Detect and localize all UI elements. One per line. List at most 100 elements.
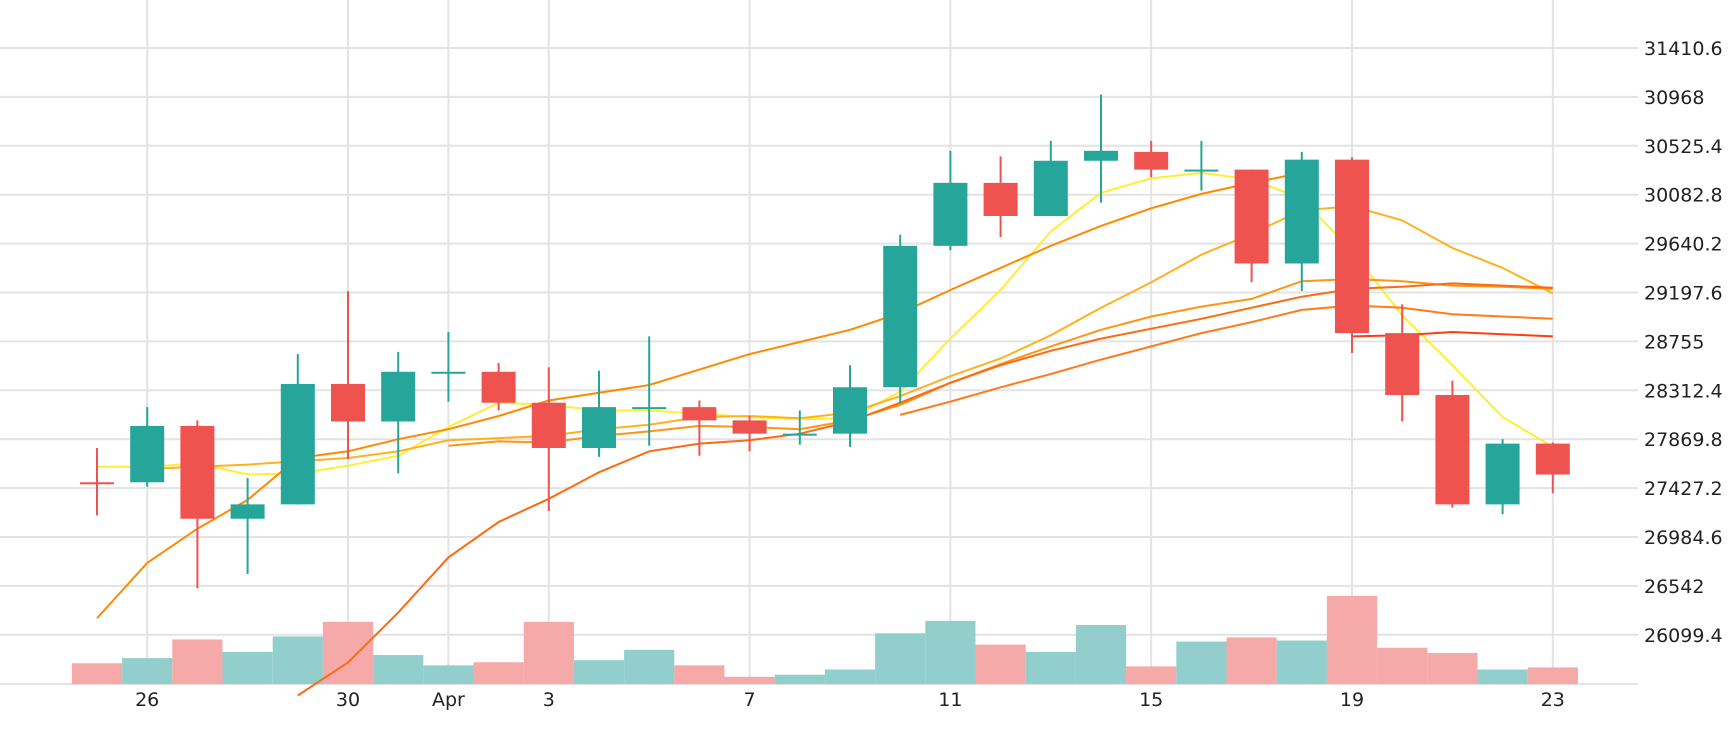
volume-bar xyxy=(624,649,675,684)
candle-body xyxy=(80,482,114,485)
volume-bar xyxy=(272,636,323,684)
volume-bar xyxy=(473,662,524,684)
candle-body xyxy=(833,387,867,434)
candle-body xyxy=(1284,159,1319,264)
volume-bar xyxy=(925,620,976,684)
candles xyxy=(80,94,1570,589)
x-tick-label: 26 xyxy=(135,689,159,711)
x-tick-label: 3 xyxy=(543,689,555,711)
candle-body xyxy=(180,425,215,519)
y-tick-label: 26542 xyxy=(1644,576,1704,598)
candle-body xyxy=(130,425,165,483)
candle-body xyxy=(1335,159,1369,334)
candle xyxy=(531,367,566,511)
candle xyxy=(331,291,365,460)
moving-average-line xyxy=(899,304,1553,416)
y-tick-label: 30525.4 xyxy=(1644,136,1723,158)
volume-bar xyxy=(774,674,825,684)
candle-body xyxy=(732,420,767,434)
candle xyxy=(481,362,516,411)
candle xyxy=(280,354,315,505)
volume-bar xyxy=(1025,651,1076,684)
volume-bar xyxy=(1477,669,1528,684)
y-tick-label: 29197.6 xyxy=(1644,283,1723,305)
volume-bar xyxy=(875,633,926,684)
y-tick-label: 30082.8 xyxy=(1644,185,1723,207)
x-tick-label: 15 xyxy=(1139,689,1163,711)
x-tick-label: 19 xyxy=(1340,689,1364,711)
x-tick-label: 30 xyxy=(336,689,360,711)
candle xyxy=(1485,439,1520,515)
candle-body xyxy=(1435,394,1470,505)
candle xyxy=(1284,151,1319,292)
volume-bar xyxy=(122,658,173,684)
volume-bars xyxy=(71,596,1578,684)
candle-body xyxy=(582,407,616,449)
candle-body xyxy=(531,402,566,449)
candle-body xyxy=(933,182,968,246)
candle xyxy=(1385,304,1420,422)
candle-body xyxy=(481,371,516,403)
x-tick-label: Apr xyxy=(432,689,465,711)
volume-bar xyxy=(222,651,273,684)
candle-body xyxy=(782,433,817,436)
candle-body xyxy=(1234,169,1269,264)
y-tick-label: 28312.4 xyxy=(1644,380,1723,402)
volume-bar xyxy=(1276,640,1327,684)
y-tick-label: 27427.2 xyxy=(1644,478,1723,500)
x-tick-label: 23 xyxy=(1541,689,1565,711)
candle-body xyxy=(1535,443,1570,475)
candle xyxy=(1033,140,1068,217)
candle xyxy=(431,332,466,402)
candle xyxy=(1234,169,1269,283)
y-tick-label: 31410.6 xyxy=(1644,38,1723,60)
moving-average-line xyxy=(97,171,1554,476)
candle xyxy=(883,234,918,404)
volume-bar xyxy=(824,669,876,684)
volume-bar xyxy=(1377,647,1428,684)
volume-bar xyxy=(373,655,424,684)
candle xyxy=(180,420,215,589)
candle-body xyxy=(381,371,416,422)
volume-bar xyxy=(1126,666,1177,684)
volume-bar xyxy=(1326,596,1378,684)
candle xyxy=(1134,140,1169,178)
x-tick-label: 7 xyxy=(744,689,756,711)
volume-bar xyxy=(573,660,625,684)
y-axis: 31410.6 30968 30525.4 30082.8 29640.2 29197.6… xyxy=(1644,38,1723,647)
candle-body xyxy=(883,245,918,388)
y-tick-label: 30968 xyxy=(1644,87,1704,109)
volume-bar xyxy=(1226,637,1277,684)
candle-body xyxy=(682,407,717,421)
volume-bar xyxy=(71,663,123,684)
volume-bar xyxy=(1527,667,1578,684)
candle xyxy=(933,150,968,251)
candle xyxy=(1435,380,1470,508)
volume-bar xyxy=(724,676,775,684)
x-tick-label: 11 xyxy=(938,689,962,711)
y-tick-label: 26099.4 xyxy=(1644,625,1723,647)
volume-bar xyxy=(523,621,574,684)
y-tick-label: 27869.8 xyxy=(1644,429,1723,451)
candle-body xyxy=(280,383,315,505)
moving-average-line xyxy=(1351,330,1553,338)
candle-body xyxy=(1084,150,1118,161)
candle-body xyxy=(1134,151,1169,170)
y-tick-label: 28755 xyxy=(1644,331,1704,353)
candle xyxy=(1335,157,1369,354)
volume-bar xyxy=(1427,652,1478,684)
volume-bar xyxy=(172,639,223,684)
volume-bar xyxy=(1176,641,1227,684)
candle-body xyxy=(431,371,466,374)
volume-bar xyxy=(423,665,474,684)
volume-bar xyxy=(674,665,725,684)
candle xyxy=(682,400,717,456)
volume-bar xyxy=(975,644,1026,684)
candle xyxy=(230,477,265,574)
candle xyxy=(833,365,867,447)
candle-body xyxy=(230,504,265,519)
candle-body xyxy=(1184,169,1219,172)
candle xyxy=(1535,442,1570,494)
candle-body xyxy=(1485,443,1520,505)
